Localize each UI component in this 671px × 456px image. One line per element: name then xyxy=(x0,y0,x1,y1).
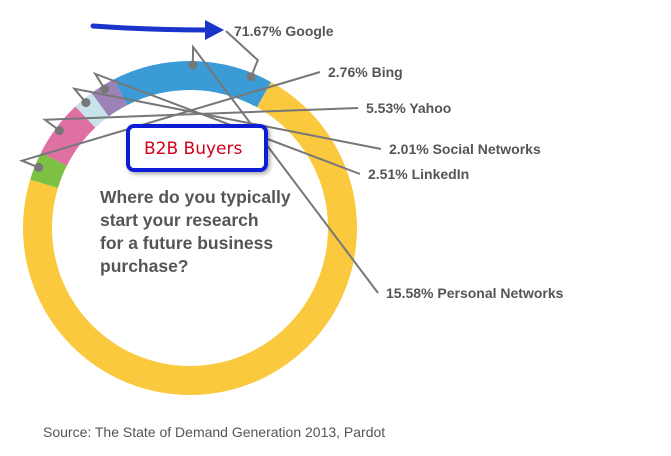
question-text-block: Where do you typically start your resear… xyxy=(100,187,291,276)
leader-line-google xyxy=(225,30,259,78)
leader-dot-social-networks xyxy=(81,98,91,108)
leader-dot-yahoo xyxy=(54,126,64,136)
question-line-3: for a future business xyxy=(100,233,273,253)
question-line-1: Where do you typically xyxy=(100,187,291,207)
slice-label-personal-networks: 15.58% Personal Networks xyxy=(386,285,564,301)
slice-personal-networks xyxy=(114,61,271,108)
question-line-2: start your research xyxy=(100,210,259,230)
slice-label-yahoo: 5.53% Yahoo xyxy=(366,100,451,116)
leader-line-social-networks xyxy=(71,87,382,150)
question-line-4: purchase? xyxy=(100,256,189,276)
leader-line-yahoo xyxy=(42,107,359,132)
leader-line-personal-networks xyxy=(191,44,379,294)
badge-label: B2B Buyers xyxy=(144,139,242,159)
leader-dot-personal-networks xyxy=(188,60,198,70)
leader-dot-google xyxy=(246,72,256,82)
leader-dot-bing xyxy=(34,162,44,172)
leader-line-bing xyxy=(18,71,321,169)
leader-line-linkedin xyxy=(92,71,361,175)
b2b-buyers-badge: B2B Buyers xyxy=(126,124,268,172)
slice-label-google: 71.67% Google xyxy=(234,23,334,39)
slice-label-social-networks: 2.01% Social Networks xyxy=(389,141,541,157)
leader-dot-linkedin xyxy=(100,84,110,94)
slice-labels: 71.67% Google 2.76% Bing 5.53% Yahoo 2.01% … xyxy=(234,23,564,301)
slice-label-bing: 2.76% Bing xyxy=(328,64,403,80)
arrow-pointer-icon xyxy=(90,20,224,40)
leader-lines xyxy=(18,30,382,294)
badge-box xyxy=(126,124,268,172)
slice-label-linkedin: 2.51% LinkedIn xyxy=(368,166,469,182)
slice-bing xyxy=(30,152,67,188)
source-note: Source: The State of Demand Generation 2… xyxy=(43,424,385,440)
